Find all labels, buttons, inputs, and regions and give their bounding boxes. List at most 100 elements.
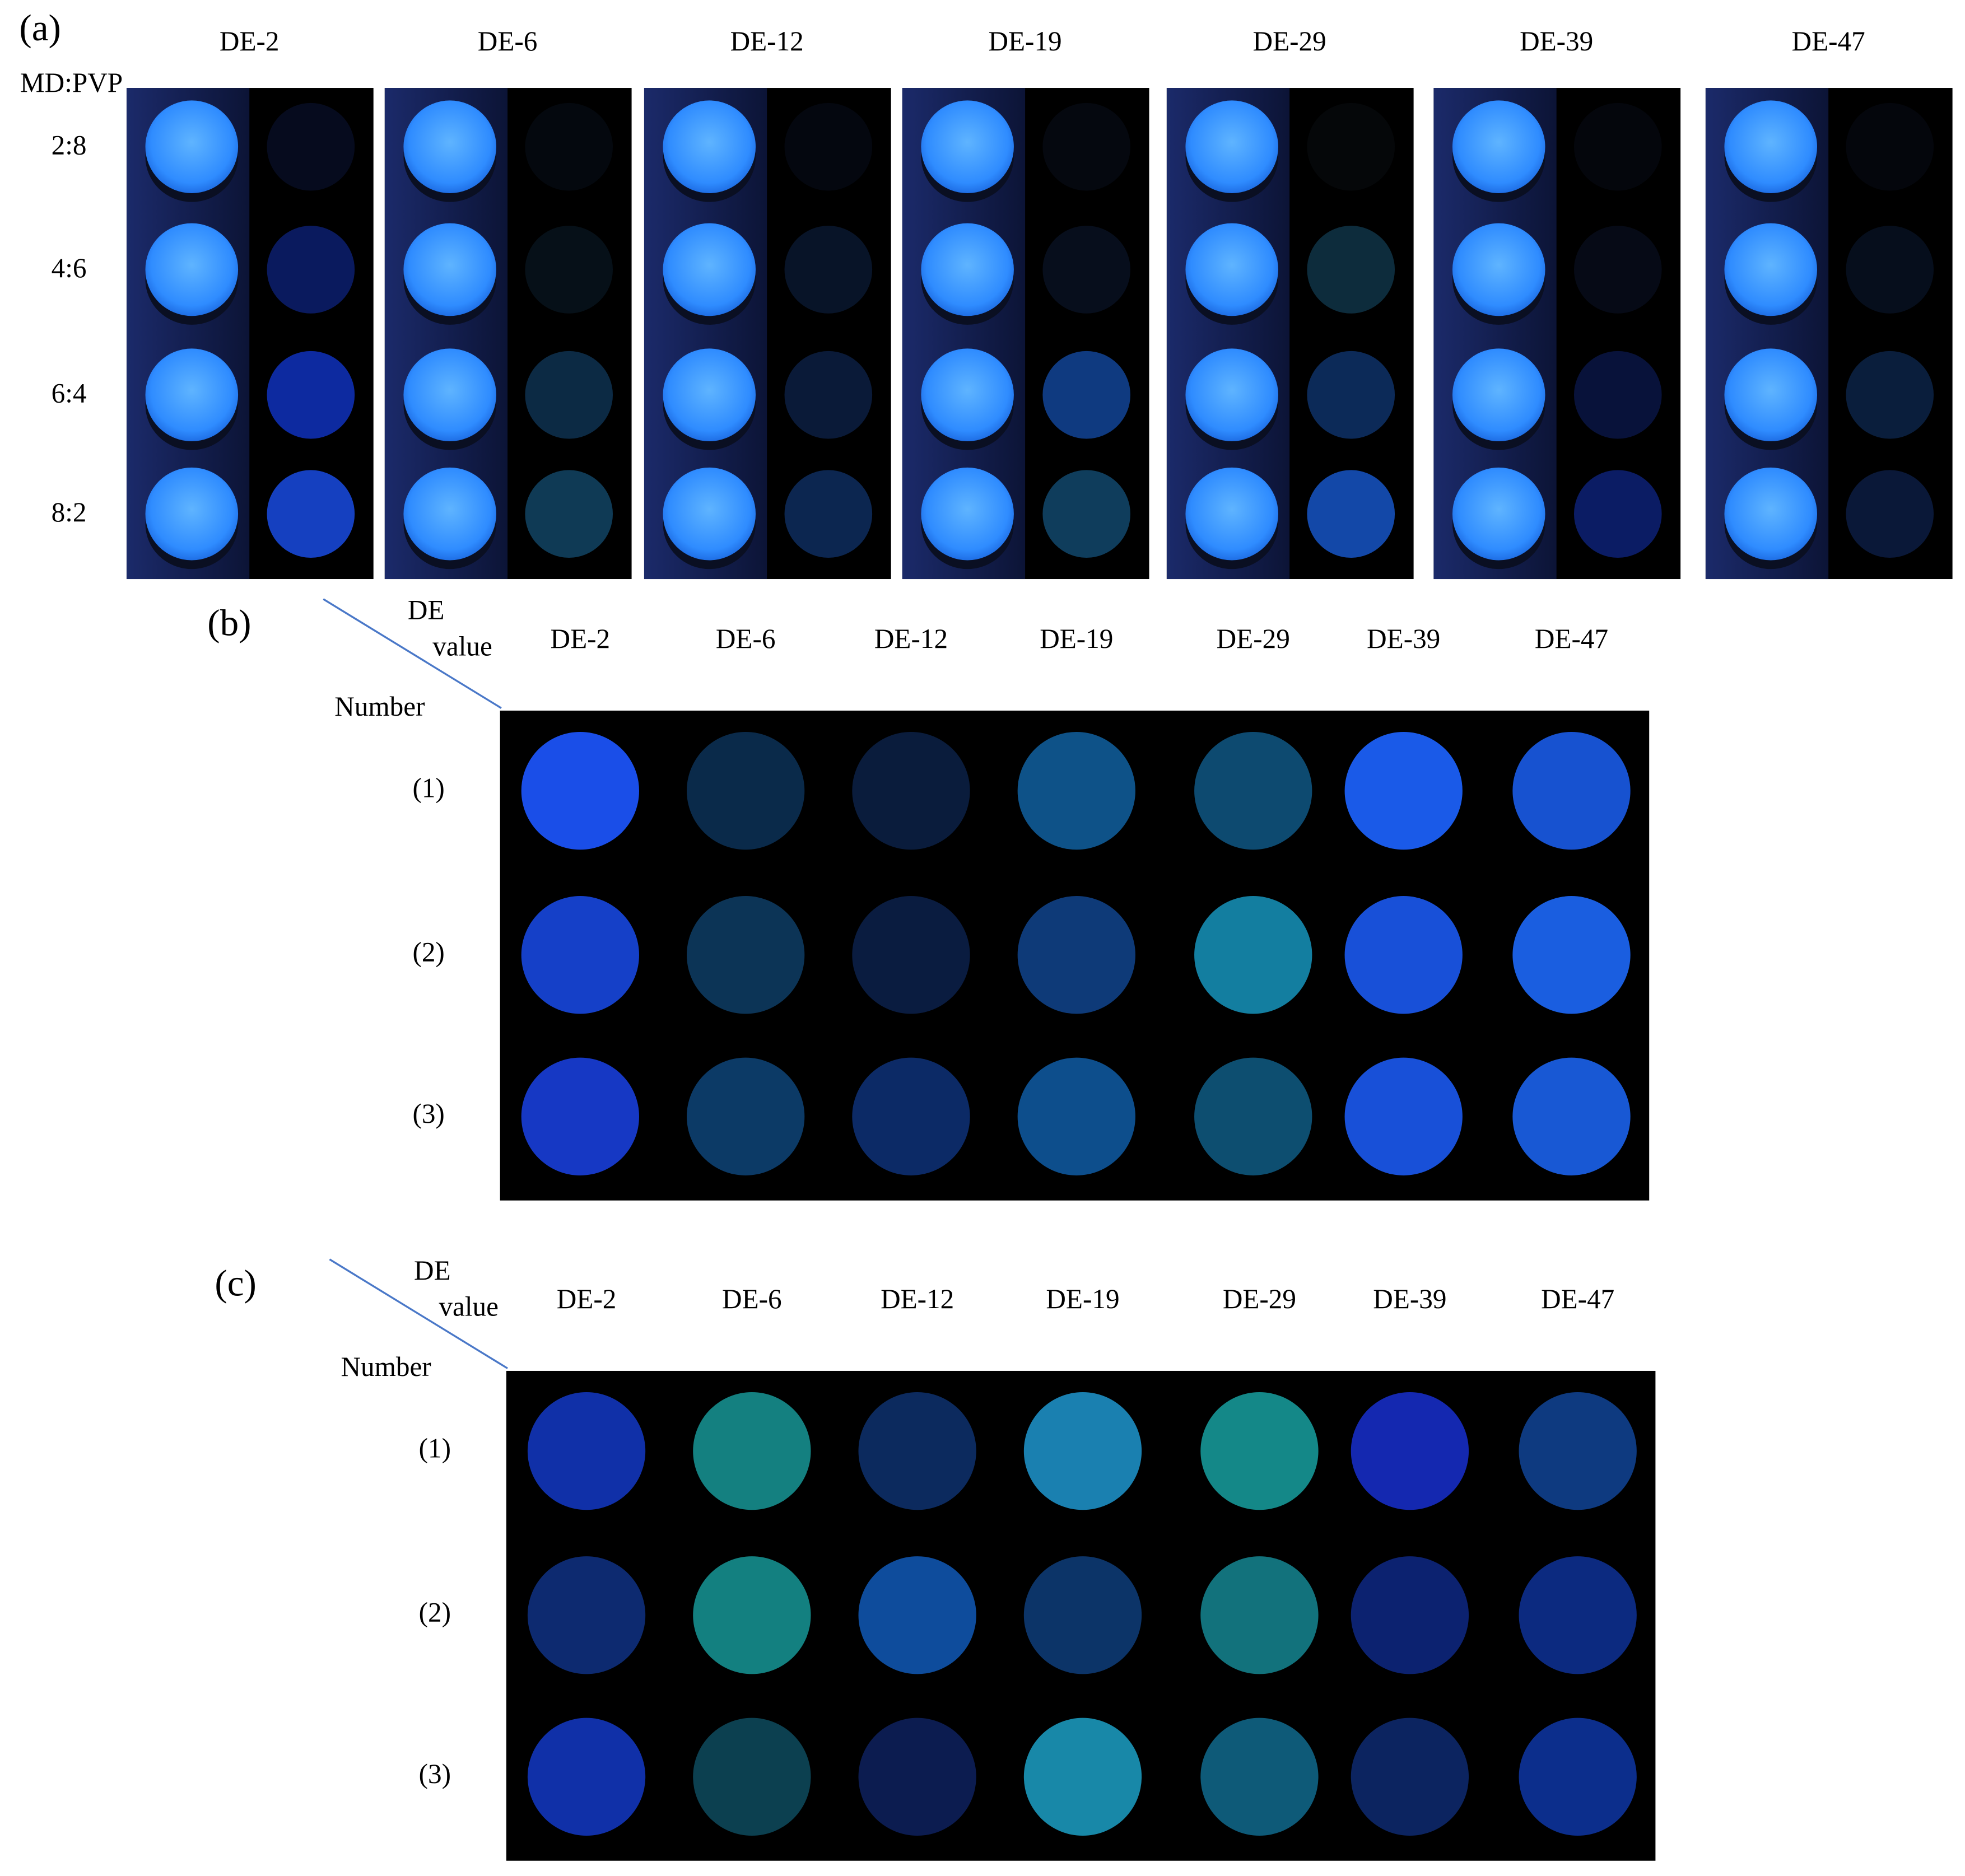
column-label: DE-6: [478, 26, 538, 57]
dim-disc: [267, 351, 355, 439]
column-label: DE-2: [551, 623, 611, 654]
sample-disc: [1200, 1718, 1319, 1836]
bright-disc: [1724, 348, 1818, 441]
dim-disc: [1307, 226, 1395, 314]
bright-disc: [403, 467, 496, 561]
dim-disc: [1846, 102, 1934, 191]
bright-disc: [921, 467, 1014, 561]
sample-disc: [852, 896, 970, 1014]
sample-disc: [1023, 1556, 1142, 1674]
bright-disc: [663, 348, 756, 441]
bright-disc: [1452, 223, 1545, 316]
header-top: DE: [414, 1255, 451, 1286]
sample-disc: [527, 1392, 646, 1510]
row-header: MD:PVP: [20, 67, 123, 98]
dim-disc: [1573, 226, 1662, 314]
dim-disc: [784, 470, 873, 558]
column-label: DE-47: [1792, 26, 1865, 57]
header-number: Number: [341, 1351, 431, 1382]
sample-disc: [858, 1556, 976, 1674]
sample-disc: [693, 1556, 811, 1674]
sample-disc: [1512, 1057, 1631, 1175]
bright-disc: [145, 223, 239, 316]
sample-disc: [1344, 1057, 1463, 1175]
bright-disc: [1724, 467, 1818, 561]
bright-disc: [1452, 348, 1545, 441]
sample-disc: [1200, 1556, 1319, 1674]
dim-disc: [1042, 470, 1130, 558]
dim-disc: [525, 102, 613, 191]
dim-disc: [1846, 226, 1934, 314]
dim-disc: [784, 351, 873, 439]
row-label: 6:4: [52, 378, 87, 409]
row-label: (1): [412, 772, 444, 803]
dim-disc: [1307, 102, 1395, 191]
sample-disc: [1017, 896, 1135, 1014]
panel-label: (a): [19, 7, 60, 49]
sample-disc: [1200, 1392, 1319, 1510]
dim-disc: [267, 470, 355, 558]
bright-disc: [145, 348, 239, 441]
bright-disc: [1452, 100, 1545, 193]
bright-disc: [1185, 223, 1278, 316]
row-label: (1): [419, 1432, 451, 1463]
sample-disc: [1519, 1718, 1637, 1836]
bright-disc: [145, 467, 239, 561]
dim-disc: [525, 226, 613, 314]
column-label: DE-19: [1046, 1284, 1119, 1314]
dim-disc: [1042, 351, 1130, 439]
column-label: DE-47: [1535, 623, 1608, 654]
header-diagonal: [323, 598, 502, 709]
bright-disc: [403, 100, 496, 193]
column-label: DE-2: [557, 1284, 617, 1314]
dim-disc: [267, 226, 355, 314]
column-label: DE-12: [730, 26, 804, 57]
column-label: DE-29: [1223, 1284, 1296, 1314]
bright-disc: [921, 348, 1014, 441]
panel-label: (b): [207, 601, 251, 643]
dim-disc: [1573, 470, 1662, 558]
bright-disc: [1724, 223, 1818, 316]
column-label: DE-19: [1040, 623, 1113, 654]
header-value: value: [439, 1291, 499, 1322]
sample-disc: [1344, 731, 1463, 850]
sample-disc: [693, 1392, 811, 1510]
dim-disc: [525, 351, 613, 439]
sample-disc: [1017, 1057, 1135, 1175]
row-label: (2): [419, 1597, 451, 1628]
sample-disc: [1023, 1718, 1142, 1836]
sample-disc: [521, 1057, 639, 1175]
sample-disc: [521, 896, 639, 1014]
sample-disc: [1023, 1392, 1142, 1510]
dim-disc: [1307, 470, 1395, 558]
sample-disc: [687, 731, 805, 850]
bright-disc: [1185, 467, 1278, 561]
sample-disc: [1351, 1556, 1469, 1674]
sample-disc: [521, 731, 639, 850]
dim-disc: [1573, 351, 1662, 439]
column-label: DE-39: [1367, 623, 1440, 654]
column-label: DE-12: [881, 1284, 954, 1314]
header-top: DE: [408, 595, 445, 626]
row-label: (3): [419, 1758, 451, 1789]
sample-disc: [852, 1057, 970, 1175]
sample-disc: [1512, 896, 1631, 1014]
column-label: DE-6: [722, 1284, 782, 1314]
bright-disc: [145, 100, 239, 193]
sample-disc: [1351, 1392, 1469, 1510]
dim-disc: [1846, 470, 1934, 558]
sample-disc: [1194, 896, 1312, 1014]
sample-disc: [858, 1718, 976, 1836]
column-label: DE-19: [988, 26, 1061, 57]
header-value: value: [432, 631, 492, 662]
bright-disc: [1185, 348, 1278, 441]
header-number: Number: [334, 691, 425, 722]
sample-disc: [687, 1057, 805, 1175]
row-label: 4:6: [52, 253, 87, 283]
sample-disc: [1344, 896, 1463, 1014]
bright-disc: [1452, 467, 1545, 561]
column-label: DE-29: [1217, 623, 1290, 654]
row-label: 2:8: [52, 130, 87, 161]
sample-disc: [527, 1718, 646, 1836]
